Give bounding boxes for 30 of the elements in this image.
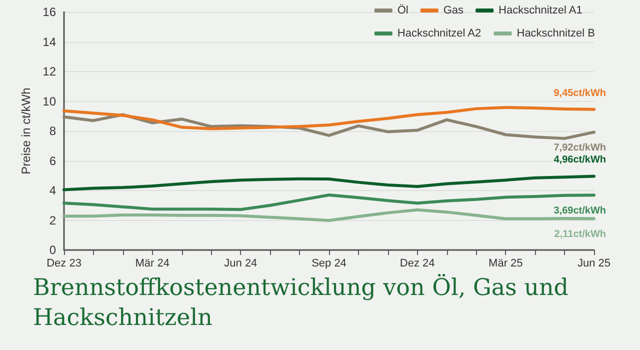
y-tick-label: 10 <box>42 94 56 108</box>
line-series <box>62 174 596 192</box>
x-tick-label: Dez 23 <box>46 258 82 270</box>
y-tick-label: 12 <box>42 64 56 78</box>
legend-label: Öl <box>397 4 408 16</box>
legend-label: Gas <box>443 4 464 16</box>
y-tick-label: 8 <box>49 124 56 138</box>
x-tick-label: Jun 24 <box>224 258 258 270</box>
data-label: 9,45ct/kWh <box>554 88 606 99</box>
line-series <box>62 106 596 130</box>
text: Brennstoffkostenentwicklung von Öl, Gas und Hackschnitzeln <box>33 273 576 331</box>
legend-label: Hackschnitzel A2 <box>397 28 482 40</box>
y-tick-label: 16 <box>42 5 56 19</box>
y-tick-label: 6 <box>49 154 56 168</box>
data-label: 3,69ct/kWh <box>554 206 606 217</box>
y-axis-title: Preise in ct/kWh <box>18 88 33 174</box>
data-label: 4,96ct/kWh <box>554 154 606 166</box>
x-tick-label: Dez 24 <box>400 258 435 270</box>
x-tick-label: Jun 25 <box>577 258 611 270</box>
legend-label: Hackschnitzel A1 <box>498 4 582 16</box>
y-tick-label: 14 <box>42 34 56 49</box>
data-label: 7,92ct/kWh <box>554 142 606 154</box>
data-label: 2,11ct/kWh <box>554 229 606 240</box>
x-tick-label: Mär 24 <box>135 258 170 270</box>
legend-label: Hackschnitzel B <box>516 28 596 40</box>
x-tick-label: Mär 25 <box>488 258 523 270</box>
y-tick-label: 0 <box>49 243 56 257</box>
y-tick-label: 2 <box>49 213 56 228</box>
y-tick-label: 4 <box>49 184 56 198</box>
x-tick-label: Sep 24 <box>312 258 346 270</box>
